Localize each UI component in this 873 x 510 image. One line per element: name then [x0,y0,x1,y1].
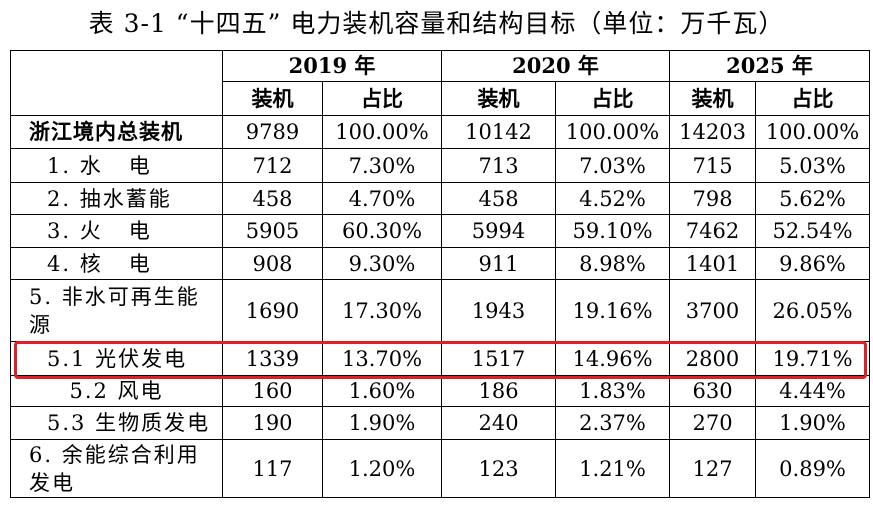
row-label: 5.3 生物质发电 [10,406,223,440]
cell: 270 [669,406,757,440]
cell: 100.00% [321,115,443,149]
cell: 9.30% [321,247,443,280]
table-row: 2. 抽水蓄能 458 4.70% 458 4.52% 798 5.62% [10,182,871,215]
cell: 1.60% [321,375,443,407]
cell: 2.37% [555,406,671,440]
cell: 1690 [222,279,323,342]
table-row: 5.2 风电 160 1.60% 186 1.83% 630 4.44% [10,375,871,407]
cell: 630 [669,375,757,407]
cell: 715 [669,148,757,183]
cell: 4.70% [321,182,443,215]
cell: 911 [441,247,557,280]
cell: 1401 [669,247,757,280]
highlight-box [14,341,867,379]
row-label: 5.2 风电 [10,375,223,407]
cell: 19.16% [555,279,671,342]
year-header-2020: 2020 年 [441,50,671,82]
cell: 1.20% [321,439,443,498]
row-label: 5. 非水可再生能源 [10,279,223,342]
cell: 1.21% [555,439,671,498]
cell: 1.90% [321,406,443,440]
row-label: 4. 核 电 [10,247,223,280]
cell: 7.30% [321,148,443,183]
corner-cell [10,50,223,116]
subheader-capacity: 装机 [222,81,323,116]
table-row: 1. 水 电 712 7.30% 713 7.03% 715 5.03% [10,148,871,183]
cell: 1943 [441,279,557,342]
cell: 908 [222,247,323,280]
cell: 7.03% [555,148,671,183]
table-caption: 表 3-1 “十四五” 电力装机容量和结构目标（单位：万千瓦） [88,9,785,38]
table-row: 3. 火 电 5905 60.30% 5994 59.10% 7462 52.5… [10,214,871,248]
cell: 3700 [669,279,757,342]
cell: 8.98% [555,247,671,280]
row-label: 1. 水 电 [10,148,223,183]
cell: 458 [441,182,557,215]
cell: 9789 [222,115,323,149]
subheader-capacity: 装机 [669,81,757,116]
row-label: 3. 火 电 [10,214,223,248]
cell: 1.83% [555,375,671,407]
cell: 186 [441,375,557,407]
cell: 5.62% [755,182,871,215]
cell: 160 [222,375,323,407]
cell: 9.86% [755,247,871,280]
cell: 100.00% [555,115,671,149]
cell: 0.89% [755,439,871,498]
cell: 4.52% [555,182,671,215]
table-row: 5.3 生物质发电 190 1.90% 240 2.37% 270 1.90% [10,406,871,440]
cell: 117 [222,439,323,498]
cell: 798 [669,182,757,215]
table-row: 5. 非水可再生能源 1690 17.30% 1943 19.16% 3700 … [10,279,871,342]
year-header-2019: 2019 年 [221,50,443,82]
cell: 712 [222,148,323,183]
cell: 7462 [669,214,757,248]
row-label: 浙江境内总装机 [10,115,223,149]
cell: 60.30% [321,214,443,248]
cell: 1339 [222,341,323,376]
cell: 14203 [669,115,757,149]
subheader-share: 占比 [321,81,443,116]
cell: 4.44% [755,375,871,407]
row-label: 5.1 光伏发电 [10,341,223,376]
cell: 458 [222,182,323,215]
cell: 52.54% [755,214,871,248]
cell: 713 [441,148,557,183]
row-label: 6. 余能综合利用发电 [10,439,223,498]
subheader-share: 占比 [555,81,671,116]
table-row: 4. 核 电 908 9.30% 911 8.98% 1401 9.86% [10,247,871,280]
cell: 123 [441,439,557,498]
cell: 13.70% [321,341,443,376]
cell: 100.00% [755,115,871,149]
cell: 127 [669,439,757,498]
cell: 5905 [222,214,323,248]
table-row: 浙江境内总装机 9789 100.00% 10142 100.00% 14203… [10,115,871,149]
cell: 190 [222,406,323,440]
year-header-2025: 2025 年 [669,50,871,82]
cell: 5.03% [755,148,871,183]
cell: 240 [441,406,557,440]
subheader-capacity: 装机 [441,81,557,116]
subheader-share: 占比 [755,81,871,116]
cell: 26.05% [755,279,871,342]
row-label: 2. 抽水蓄能 [10,182,223,215]
cell: 5994 [441,214,557,248]
table-row: 6. 余能综合利用发电 117 1.20% 123 1.21% 127 0.89… [10,439,871,498]
cell: 1.90% [755,406,871,440]
cell: 17.30% [321,279,443,342]
cell: 10142 [441,115,557,149]
capacity-table: 2019 年 2020 年 2025 年 装机 占比 装机 占比 装机 占比 浙… [10,50,871,498]
cell: 59.10% [555,214,671,248]
cell: 2800 [669,341,757,376]
